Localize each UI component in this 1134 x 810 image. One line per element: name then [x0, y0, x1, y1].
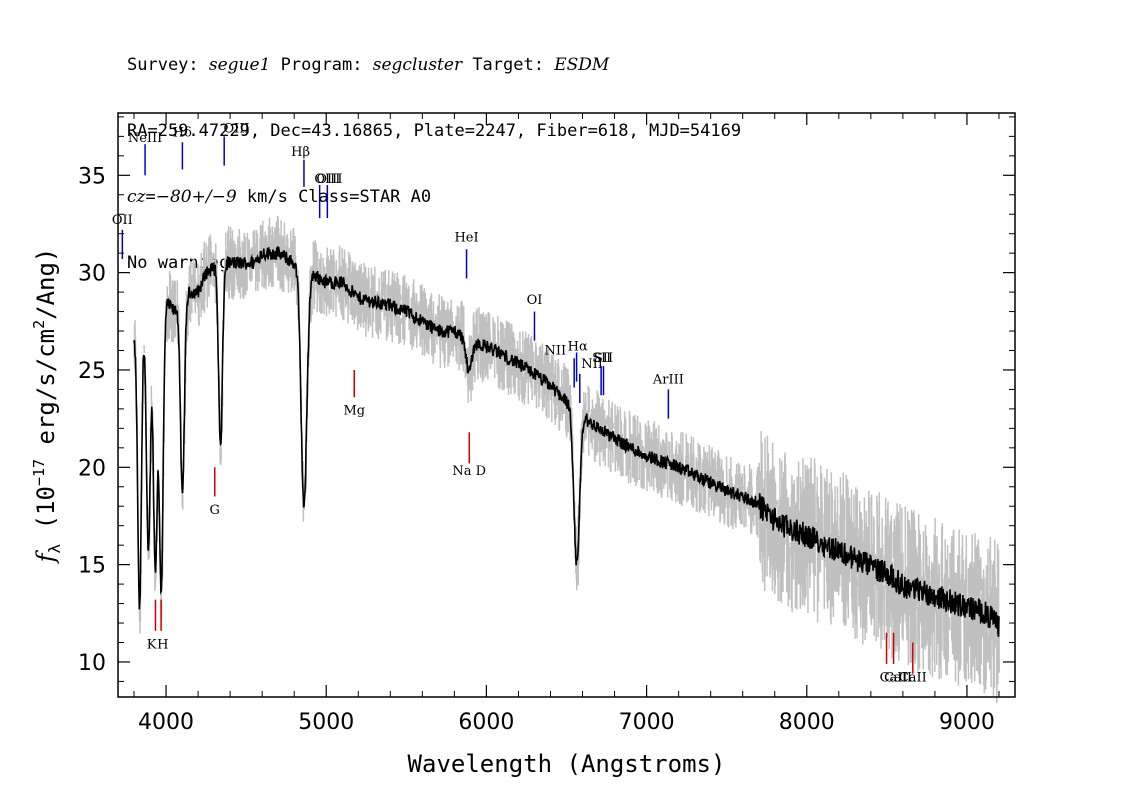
line-marker-hei: HeI [454, 230, 479, 279]
line-marker-k: K [147, 599, 157, 652]
plot-header: Survey: segue1 Program: segcluster Targe… [127, 10, 741, 296]
line-label: H [157, 637, 168, 652]
survey-name: segue1 [208, 55, 271, 75]
header-line-coords: RA=259.47229, Dec=43.16865, Plate=2247, … [127, 121, 742, 141]
line-marker-caii: CaII [899, 642, 927, 685]
y-tick-label: 20 [78, 456, 106, 481]
line-marker-sii: SII [592, 351, 611, 396]
line-label: ArIII [652, 373, 684, 388]
line-label: CaII [884, 670, 912, 685]
line-marker-ariii: ArIII [652, 373, 684, 419]
line-label: OI [527, 293, 543, 308]
x-axis-label: Wavelength (Angstroms) [408, 750, 726, 778]
line-marker-na-d: Na D [452, 432, 486, 479]
x-tick-label: 7000 [619, 710, 675, 735]
line-label: Hβ [291, 145, 310, 160]
line-marker-g: G [210, 467, 220, 518]
line-label: OIII [314, 172, 340, 187]
axis-ticks: 4000 5000 6000 7000 8000 9000 10 15 20 25 30 35 [78, 113, 1015, 735]
line-marker-neiii: NeIII [128, 131, 162, 176]
x-tick-label: 4000 [138, 710, 194, 735]
flux-series [133, 245, 1000, 637]
line-marker-h: H [157, 599, 169, 652]
line-label: OII [112, 213, 133, 228]
line-marker-nii: NII [544, 343, 575, 388]
line-label: NeIII [128, 131, 162, 146]
header-line-redshift: cz=−80+/−9 km/s Class=STAR A0 [127, 187, 432, 207]
target-name: ESDM [554, 55, 610, 75]
y-tick-label: 15 [78, 554, 106, 579]
line-marker-hα: Hα [568, 339, 588, 382]
line-marker-nii: NII [579, 357, 603, 404]
line-label: Mg [343, 404, 365, 419]
y-tick-label: 30 [78, 262, 106, 287]
line-marker-oiii: OIII [314, 172, 340, 219]
line-marker-caii: CaII [880, 632, 908, 685]
x-tick-label: 6000 [458, 710, 514, 735]
line-marker-oiii: OIII [316, 172, 342, 219]
line-marker-oiii: OIII [223, 121, 250, 166]
error-band-path [133, 215, 1000, 704]
line-label: K [147, 637, 157, 652]
plot-frame [117, 112, 1016, 698]
line-label: SII [594, 351, 613, 366]
line-label: G [210, 503, 220, 518]
line-label: SII [592, 351, 611, 366]
line-marker-oi: OI [527, 293, 543, 341]
line-marker-mg: Mg [343, 369, 365, 419]
flux-line [133, 245, 1000, 637]
line-label: NII [544, 343, 566, 358]
line-marker-oii: OII [112, 213, 133, 259]
line-label: Hα [568, 339, 588, 354]
line-marker-caii: CaII [884, 632, 912, 685]
header-line-survey: Survey: segue1 Program: segcluster Targe… [127, 55, 610, 75]
y-tick-label: 25 [78, 359, 106, 384]
line-marker-hδ: Hδ [173, 125, 192, 170]
line-label: Na D [452, 464, 486, 479]
line-label: NII [581, 357, 603, 372]
line-marker-sii: SII [594, 351, 613, 396]
line-label: OIII [316, 172, 342, 187]
y-tick-label: 35 [78, 164, 106, 189]
line-marker-hβ: Hβ [291, 145, 310, 187]
x-tick-label: 8000 [779, 710, 835, 735]
y-axis-label: fλ (10−17 erg/s/cm2/Ang) [30, 248, 64, 565]
line-label: HeI [454, 230, 478, 245]
error-band-series [133, 215, 1000, 704]
line-label: CaII [880, 670, 908, 685]
x-tick-label: 5000 [298, 710, 354, 735]
program-name: segcluster [372, 55, 463, 75]
line-label: OIII [223, 121, 249, 136]
line-label: CaII [899, 670, 927, 685]
x-tick-label: 9000 [939, 710, 995, 735]
line-label: Hδ [173, 125, 192, 140]
y-tick-label: 10 [78, 651, 106, 676]
